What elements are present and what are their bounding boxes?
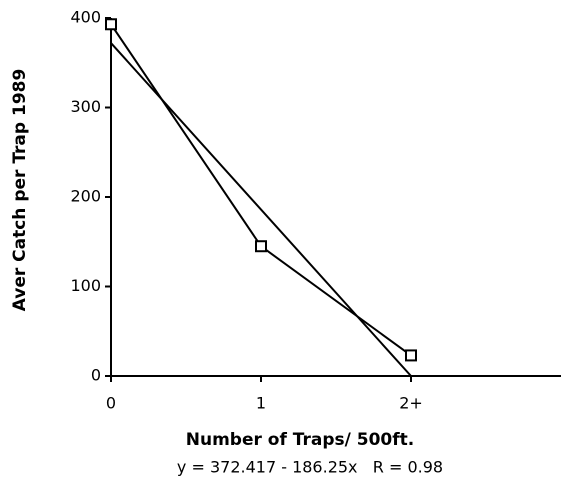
x-tick-label: 1	[256, 394, 266, 413]
y-tick-label: 300	[70, 97, 101, 116]
x-axis-label: Number of Traps/ 500ft.	[186, 430, 415, 450]
y-tick-label: 200	[70, 187, 101, 206]
x-tick-label: 2+	[399, 394, 423, 413]
series-line	[110, 23, 412, 357]
y-tick-label: 100	[70, 276, 101, 295]
x-tick-label: 0	[106, 394, 116, 413]
y-tick-label: 0	[91, 366, 101, 385]
annotation: y = 372.417 - 186.25x R = 0.98	[177, 458, 443, 477]
y-tick-label: 400	[70, 8, 101, 27]
marker	[105, 18, 117, 31]
y-axis-label: Aver Catch per Trap 1989	[10, 69, 30, 312]
marker	[255, 240, 267, 253]
series-line	[110, 42, 412, 377]
marker	[405, 349, 417, 362]
